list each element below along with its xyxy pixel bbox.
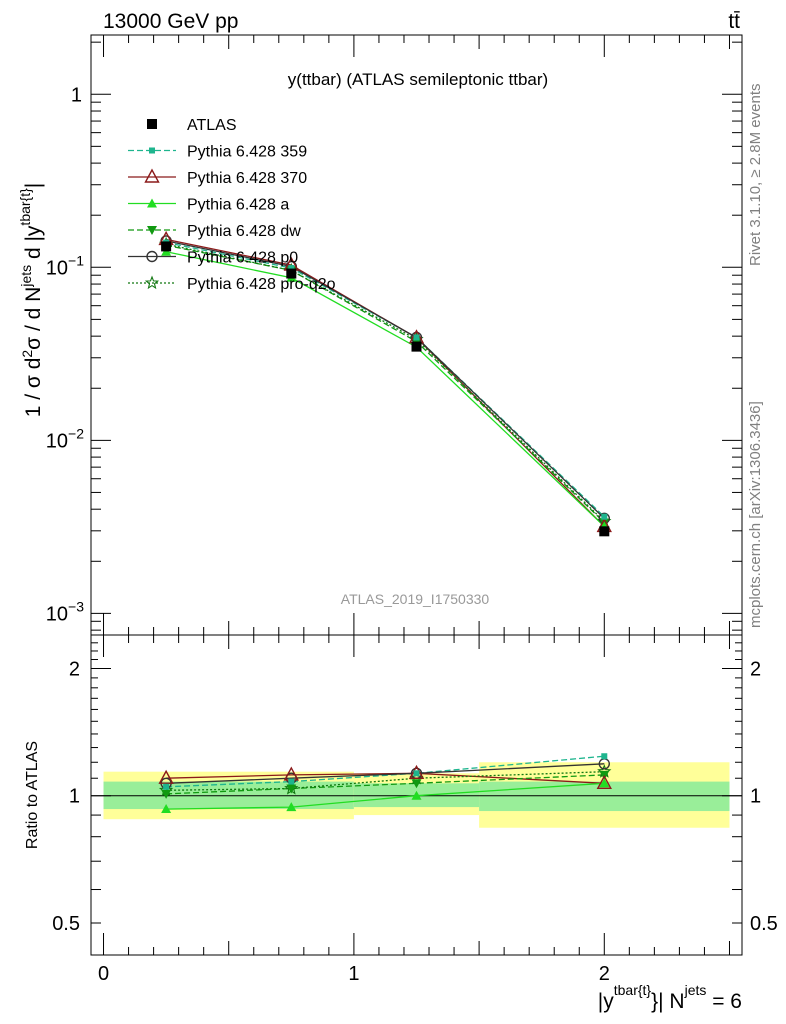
main-y-axis-label: 1 / σ d2σ / d Njets d |ytbar{t}| (17, 183, 45, 418)
ratio-y-tick-label-right: 0.5 (750, 913, 778, 935)
legend-entry: Pythia 6.428 p0 (128, 250, 298, 267)
data-point (411, 790, 422, 800)
energy-label: 13000 GeV pp (103, 10, 238, 33)
ratio-y-ticks: 0.5 0.5 1 1 2 2 (52, 642, 778, 935)
main-y-ticks: 10−3 10−2 10−1 1 (46, 41, 742, 631)
ratio-y-tick-label-right: 1 (750, 786, 761, 808)
ratio-line-1 (166, 772, 605, 784)
main-panel: 10−3 10−2 10−1 1 y(ttbar) (ATLAS semilepton… (46, 34, 743, 636)
data-point (413, 770, 420, 777)
ratio-y-tick-label: 1 (69, 786, 80, 808)
data-point (149, 147, 155, 154)
data-point (288, 265, 295, 272)
ratio-line-3 (166, 774, 605, 795)
main-y-tick-label: 10−3 (46, 598, 84, 625)
x-tick-label: 0 (98, 963, 109, 985)
series-line-6 (165, 243, 605, 522)
legend-label: Pythia 6.428 pro-q2o (187, 276, 336, 293)
main-x-ticks (103, 35, 730, 635)
ratio-y-axis-label: Ratio to ATLAS (24, 741, 41, 849)
legend-entry: Pythia 6.428 pro-q2o (128, 275, 336, 293)
data-point (411, 341, 422, 352)
data-point (161, 804, 172, 814)
main-series (158, 230, 612, 537)
legend: ATLAS Pythia 6.428 359 Pythia 6.428 370 Pyt… (128, 117, 336, 293)
legend-entry: Pythia 6.428 a (128, 197, 289, 214)
main-y-tick-label: 1 (71, 84, 82, 106)
data-point (147, 226, 157, 235)
data-point (147, 198, 157, 208)
legend-entry: Pythia 6.428 dw (128, 223, 301, 240)
main-y-tick-label: 10−1 (46, 252, 84, 279)
legend-label: Pythia 6.428 370 (187, 170, 307, 187)
legend-label: ATLAS (187, 117, 237, 134)
data-point (144, 275, 160, 290)
svg-text:1 / σ d2σ / d Njets d |ytbar{t: 1 / σ d2σ / d Njets d |ytbar{t}| (17, 183, 45, 418)
data-point (147, 119, 157, 129)
data-point (158, 769, 174, 784)
ratio-line-5 (166, 771, 605, 791)
ratio-y-tick-label: 0.5 (52, 913, 80, 935)
data-point (146, 250, 158, 263)
data-point (286, 784, 297, 794)
watermark: ATLAS_2019_I1750330 (341, 591, 490, 607)
mcplots-label: mcplots.cern.ch [arXiv:1306.3436] (747, 401, 764, 628)
data-point (601, 753, 608, 760)
ratio-series (158, 753, 612, 814)
series-line-3 (165, 251, 605, 527)
main-y-tick-label: 10−2 (46, 425, 84, 452)
main-title: y(ttbar) (ATLAS semileptonic ttbar) (288, 70, 548, 89)
ratio-line-2 (166, 782, 605, 810)
legend-entry: ATLAS (147, 117, 237, 134)
legend-label: Pythia 6.428 p0 (187, 250, 298, 267)
x-tick-label: 1 (348, 963, 359, 985)
data-point (596, 774, 612, 790)
data-point (286, 802, 297, 812)
legend-label: Pythia 6.428 dw (187, 223, 301, 240)
data-point (288, 778, 295, 785)
data-point (163, 783, 170, 790)
data-point (161, 789, 172, 799)
ratio-panel: 0.5 0.5 1 1 2 2 0 1 2 (52, 634, 778, 985)
legend-label: Pythia 6.428 359 (187, 144, 307, 161)
legend-label: Pythia 6.428 a (187, 197, 289, 214)
rivet-label: Rivet 3.1.10, ≥ 2.8M events (747, 84, 764, 267)
data-point (161, 241, 172, 252)
ratio-frame (90, 634, 743, 956)
legend-entry: Pythia 6.428 370 (128, 168, 307, 187)
data-point (411, 779, 422, 789)
data-point (286, 268, 297, 279)
ratio-x-ticks: 0 1 2 (98, 635, 730, 985)
process-label: tt̄ (728, 10, 740, 33)
ratio-line-0 (166, 755, 605, 788)
data-point (413, 334, 420, 341)
data-point (599, 526, 610, 537)
svg-text:|ytbar{t}}| Njets = 6: |ytbar{t}}| Njets = 6 (598, 982, 742, 1013)
x-tick-label: 2 (599, 963, 610, 985)
data-point (599, 778, 610, 788)
data-point (408, 764, 425, 779)
ratio-line-4 (166, 763, 605, 784)
data-point (144, 168, 160, 183)
x-axis-label: |ytbar{t}}| Njets = 6 (598, 982, 742, 1013)
ratio-y-tick-label: 2 (69, 658, 80, 680)
data-point (601, 513, 608, 520)
ratio-y-tick-label-right: 2 (750, 658, 761, 680)
series-line-5 (165, 240, 605, 519)
legend-entry: Pythia 6.428 359 (128, 144, 307, 161)
